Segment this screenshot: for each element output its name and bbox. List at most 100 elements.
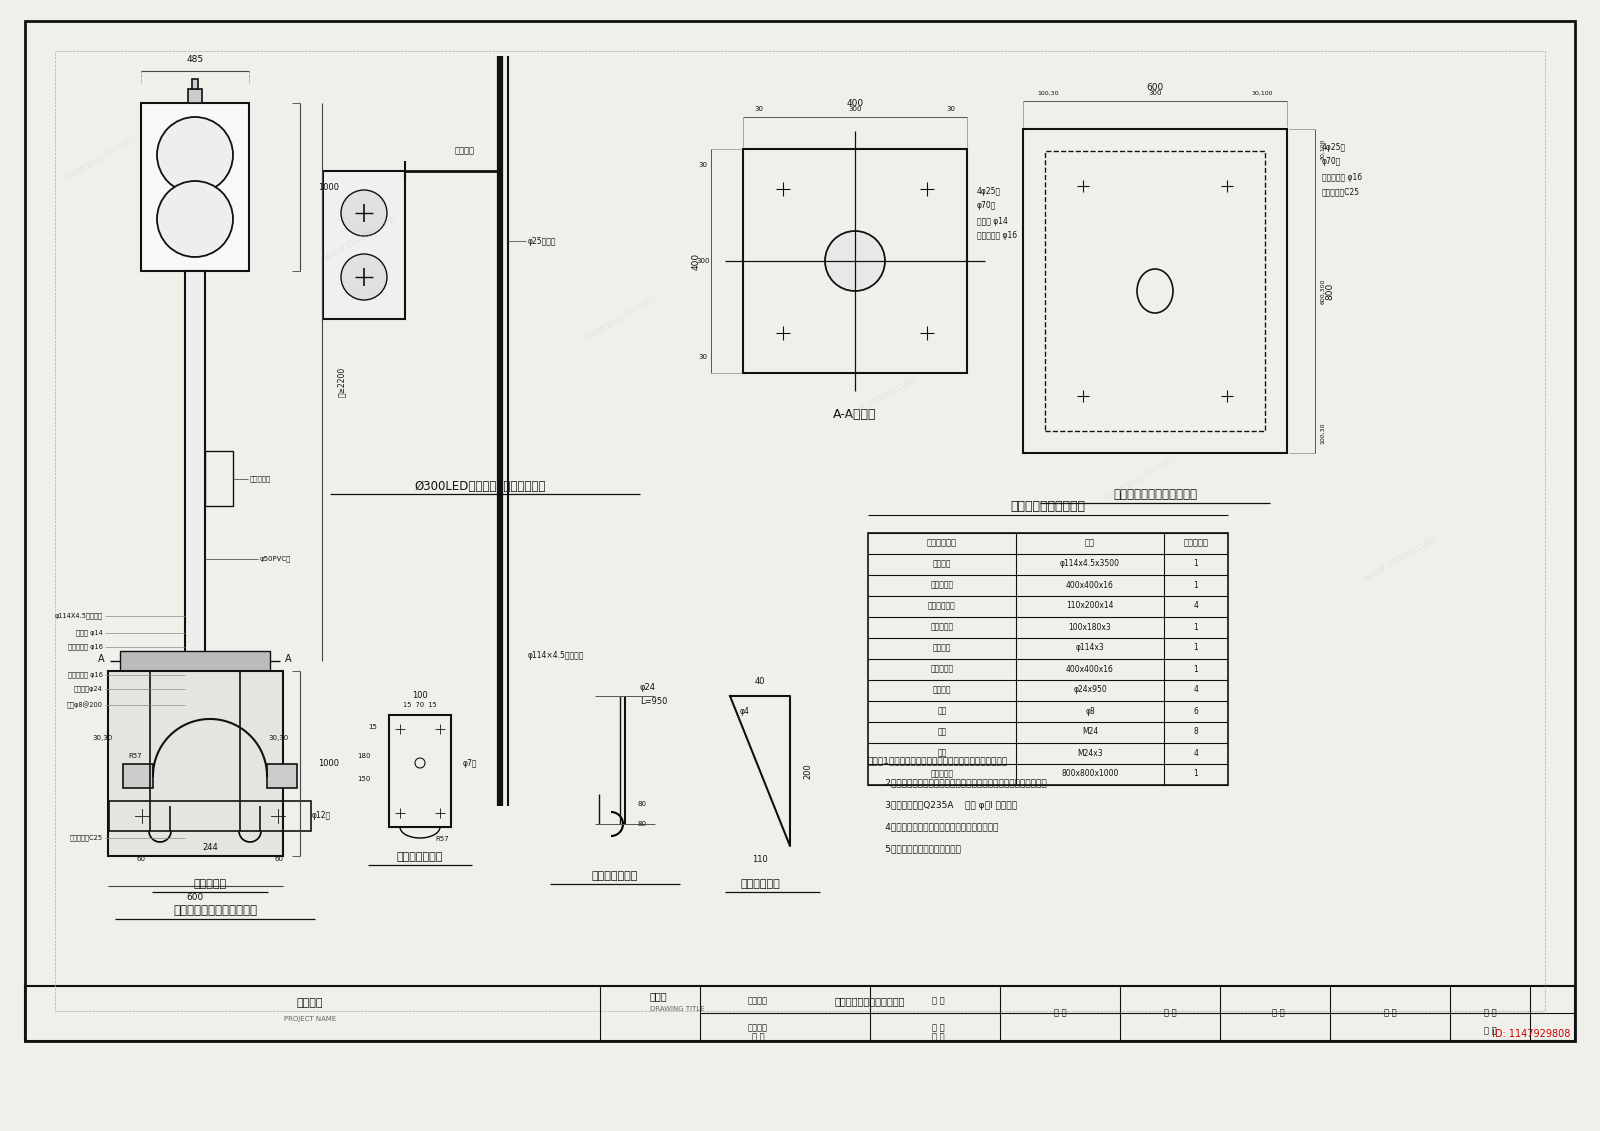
Text: www.znzmo.com: www.znzmo.com	[1362, 534, 1438, 582]
Text: 800: 800	[1325, 283, 1334, 300]
Text: 1: 1	[1194, 560, 1198, 569]
Text: www.znzmo.com: www.znzmo.com	[62, 133, 138, 183]
Text: 600,300: 600,300	[1320, 278, 1325, 304]
Text: 60: 60	[136, 856, 146, 862]
Text: www.znzmo.com: www.znzmo.com	[1102, 454, 1178, 503]
Text: 1: 1	[1194, 665, 1198, 673]
Text: 600: 600	[1146, 83, 1163, 92]
Text: 杆≥2200: 杆≥2200	[338, 366, 346, 397]
Text: 基础混凝土: 基础混凝土	[931, 769, 954, 778]
Text: 基础混凝土C25: 基础混凝土C25	[1322, 188, 1360, 197]
Text: 支柱钢管: 支柱钢管	[933, 644, 952, 653]
Bar	[205, 451, 234, 506]
Text: 15: 15	[368, 724, 378, 729]
Text: 30,30: 30,30	[93, 735, 114, 741]
Text: ID: 1147929808: ID: 1147929808	[1491, 1029, 1570, 1039]
Text: 15  70  15: 15 70 15	[403, 702, 437, 708]
Text: www.znzmo.com: www.znzmo.com	[322, 214, 398, 264]
Circle shape	[341, 190, 387, 236]
Text: 1: 1	[1194, 644, 1198, 653]
Text: 说明：1、基础周围回填土应按道路人行道压实要求处理；: 说明：1、基础周围回填土应按道路人行道压实要求处理；	[867, 757, 1008, 766]
Text: DRAWING TITLE: DRAWING TITLE	[650, 1005, 704, 1012]
Text: 100: 100	[413, 691, 427, 699]
Bar	[192, 79, 198, 89]
Text: 材料清单（单个杆柱）: 材料清单（单个杆柱）	[1011, 501, 1085, 513]
Text: R57: R57	[128, 753, 142, 759]
Text: φ114x4.5x3500: φ114x4.5x3500	[1059, 560, 1120, 569]
Text: 244: 244	[202, 844, 218, 853]
Text: φ8: φ8	[1085, 707, 1094, 716]
Text: 图名：: 图名：	[650, 991, 667, 1001]
Text: 30: 30	[699, 354, 707, 360]
Text: 300: 300	[696, 258, 710, 264]
Bar	[186, 271, 205, 661]
Text: 立柱顶盖板: 立柱顶盖板	[931, 580, 954, 589]
Bar	[120, 651, 270, 671]
Text: φ70孔: φ70孔	[978, 201, 997, 210]
Bar	[189, 89, 202, 103]
Text: 800x800x1000: 800x800x1000	[1061, 769, 1118, 778]
Text: 30,30: 30,30	[269, 735, 290, 741]
Text: 30,100: 30,100	[1251, 90, 1272, 95]
Text: 4φ25孔: 4φ25孔	[1322, 143, 1346, 152]
Text: φ50PVC管: φ50PVC管	[259, 555, 291, 562]
Text: 30: 30	[755, 106, 763, 112]
Bar	[267, 765, 298, 788]
Text: 200: 200	[803, 763, 813, 779]
Circle shape	[157, 181, 234, 257]
Text: 80: 80	[637, 821, 646, 827]
Text: 1000: 1000	[318, 760, 339, 768]
Text: 30,100: 30,100	[1320, 138, 1325, 159]
Text: 项目负责: 项目负责	[749, 996, 768, 1005]
Bar	[123, 765, 154, 788]
Text: φ24x950: φ24x950	[1074, 685, 1107, 694]
Text: φ114x3: φ114x3	[1075, 644, 1104, 653]
Text: 60: 60	[275, 856, 283, 862]
Text: www.znzmo.com: www.znzmo.com	[842, 373, 918, 423]
Bar	[1022, 129, 1286, 454]
Text: 485: 485	[187, 54, 203, 63]
Text: 基础法兰板 φ16: 基础法兰板 φ16	[69, 672, 102, 679]
Text: 抱箍大样图: 抱箍大样图	[194, 879, 227, 889]
Text: 立柱钢管: 立柱钢管	[933, 560, 952, 569]
Bar	[1045, 152, 1266, 431]
Text: Ø300LED光源交通信号灯安装大样: Ø300LED光源交通信号灯安装大样	[414, 480, 546, 492]
Text: 100,30: 100,30	[1320, 422, 1325, 443]
Text: 基础混凝土C25: 基础混凝土C25	[70, 835, 102, 841]
Text: 螺母: 螺母	[938, 727, 947, 736]
Text: PROJECT NAME: PROJECT NAME	[283, 1016, 336, 1022]
Text: 立柱法兰板 φ16: 立柱法兰板 φ16	[69, 644, 102, 650]
Text: 横梁行走板: 横梁行走板	[931, 622, 954, 631]
Text: 600: 600	[186, 893, 203, 903]
Text: 审 核: 审 核	[931, 996, 944, 1005]
Text: 地脚螺栓: 地脚螺栓	[933, 685, 952, 694]
Text: 100x180x3: 100x180x3	[1069, 622, 1112, 631]
Text: 2、要求灯基础量于原状土上，如遇不良地质土层应进行地基处理；: 2、要求灯基础量于原状土上，如遇不良地质土层应进行地基处理；	[867, 778, 1046, 787]
Text: 加劲肋 φ14: 加劲肋 φ14	[77, 630, 102, 637]
Text: 400x400x16: 400x400x16	[1066, 665, 1114, 673]
Bar	[867, 533, 1229, 785]
Text: 规格: 规格	[1085, 538, 1094, 547]
Text: 150: 150	[358, 776, 371, 782]
Text: A: A	[98, 654, 106, 664]
Text: 加劲肋 φ14: 加劲肋 φ14	[978, 216, 1008, 225]
Text: 专 业: 专 业	[1054, 1009, 1066, 1018]
Text: 400: 400	[846, 98, 864, 107]
Text: 80: 80	[637, 801, 646, 808]
Circle shape	[826, 231, 885, 291]
Text: M24: M24	[1082, 727, 1098, 736]
Text: 人行横道信号灯安装结构图: 人行横道信号灯安装结构图	[835, 996, 906, 1005]
Text: 地脚螺栓大样图: 地脚螺栓大样图	[592, 871, 638, 881]
Text: 6: 6	[1194, 707, 1198, 716]
Bar	[26, 986, 1574, 1041]
Text: 1: 1	[1194, 622, 1198, 631]
Text: A-A剖面图: A-A剖面图	[834, 408, 877, 422]
Text: 40: 40	[755, 677, 765, 687]
Text: 30: 30	[947, 106, 955, 112]
Text: 地脚螺栓φ24: 地脚螺栓φ24	[74, 685, 102, 692]
Text: 110x200x14: 110x200x14	[1066, 602, 1114, 611]
Text: 机动车信号灯杆结构大样图: 机动车信号灯杆结构大样图	[173, 905, 258, 917]
Bar	[742, 149, 966, 373]
Text: 立柱底法兰板: 立柱底法兰板	[928, 602, 955, 611]
Text: M24x3: M24x3	[1077, 749, 1102, 758]
